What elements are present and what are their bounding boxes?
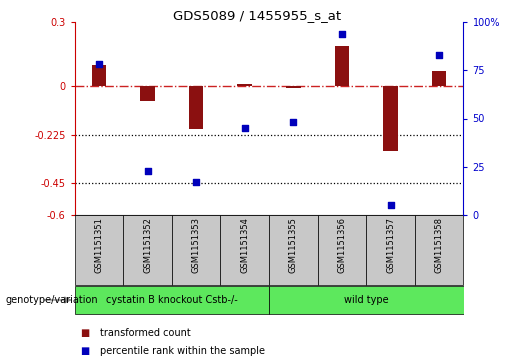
Bar	[172, 215, 220, 285]
Bar	[432, 71, 447, 86]
Bar	[75, 215, 123, 285]
Text: percentile rank within the sample: percentile rank within the sample	[100, 346, 265, 356]
Point	[192, 179, 200, 185]
Point	[435, 52, 443, 58]
Text: transformed count: transformed count	[100, 328, 191, 338]
Text: GDS5089 / 1455955_s_at: GDS5089 / 1455955_s_at	[174, 9, 341, 22]
Bar	[189, 86, 203, 129]
Bar	[92, 65, 106, 86]
Text: GSM1151357: GSM1151357	[386, 217, 395, 273]
Point	[338, 31, 346, 37]
Text: GSM1151353: GSM1151353	[192, 217, 201, 273]
Bar	[415, 215, 464, 285]
Bar	[123, 215, 172, 285]
Point	[289, 119, 298, 125]
Text: GSM1151354: GSM1151354	[241, 217, 249, 273]
Text: GSM1151355: GSM1151355	[289, 217, 298, 273]
Text: GSM1151356: GSM1151356	[337, 217, 347, 273]
Bar	[75, 286, 269, 314]
Point	[144, 168, 152, 174]
Bar	[383, 86, 398, 151]
Text: ■: ■	[80, 346, 89, 356]
Text: wild type: wild type	[344, 295, 389, 305]
Text: genotype/variation: genotype/variation	[5, 295, 98, 305]
Point	[95, 62, 103, 68]
Text: GSM1151358: GSM1151358	[435, 217, 444, 273]
Text: cystatin B knockout Cstb-/-: cystatin B knockout Cstb-/-	[106, 295, 238, 305]
Bar	[286, 86, 301, 89]
Bar	[269, 215, 318, 285]
Point	[241, 125, 249, 131]
Point	[386, 203, 394, 208]
Bar	[335, 46, 349, 86]
Bar	[237, 84, 252, 86]
Bar	[140, 86, 155, 101]
Text: GSM1151352: GSM1151352	[143, 217, 152, 273]
Bar	[366, 215, 415, 285]
Bar	[318, 215, 366, 285]
Bar	[220, 215, 269, 285]
Text: ■: ■	[80, 328, 89, 338]
Bar	[269, 286, 464, 314]
Text: GSM1151351: GSM1151351	[94, 217, 104, 273]
